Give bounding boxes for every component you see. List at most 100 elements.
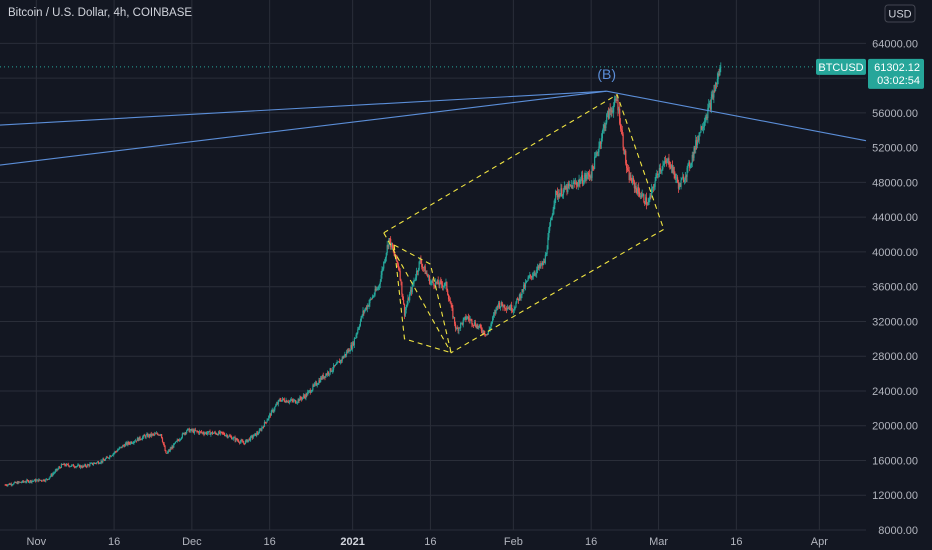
candle-body xyxy=(661,169,663,170)
y-tick-label: 44000.00 xyxy=(872,212,918,224)
candle-body xyxy=(421,263,423,268)
candle-body xyxy=(14,481,17,483)
candle-body xyxy=(349,350,351,352)
candle-body xyxy=(687,164,689,168)
candle-body xyxy=(199,431,201,434)
candle-body xyxy=(148,434,151,437)
candle-body xyxy=(511,305,513,311)
candle-body xyxy=(154,433,157,435)
candle-body xyxy=(423,266,425,269)
candle-body xyxy=(711,94,713,97)
candle-body xyxy=(718,73,720,76)
candle-body xyxy=(377,286,380,289)
candle-body xyxy=(449,300,451,304)
candle-body xyxy=(264,421,266,423)
candle-body xyxy=(508,307,510,309)
candle-body xyxy=(17,481,19,484)
candle-body xyxy=(345,353,347,356)
candle-body xyxy=(517,298,519,300)
candle-body xyxy=(660,169,662,172)
candle-body xyxy=(249,438,251,441)
candle-body xyxy=(187,428,190,430)
candle-body xyxy=(247,439,249,443)
candle-body xyxy=(174,441,177,444)
candle-body xyxy=(544,254,546,263)
candle-body xyxy=(553,205,555,210)
candle-body xyxy=(84,464,86,467)
candle-body xyxy=(524,282,527,288)
candle-body xyxy=(15,482,18,484)
candle-body xyxy=(65,465,67,467)
candle-body xyxy=(254,433,256,435)
candle-body xyxy=(252,436,254,438)
candle-body xyxy=(670,166,672,169)
candle-body xyxy=(585,174,587,179)
candle-body xyxy=(224,434,226,436)
candle-body xyxy=(550,217,553,221)
candle-body xyxy=(205,432,208,435)
candle-body xyxy=(225,435,228,436)
dashed-channel xyxy=(382,93,665,354)
candle-body xyxy=(315,382,317,386)
candle-body xyxy=(77,464,79,467)
candle-body xyxy=(631,180,633,183)
candle-body xyxy=(493,312,495,316)
candle-body xyxy=(369,299,371,304)
candle-body xyxy=(33,479,36,481)
candle-body xyxy=(342,357,344,359)
candle-body xyxy=(125,442,127,444)
candle-body xyxy=(527,277,529,281)
candle-body xyxy=(422,267,424,268)
candle-body xyxy=(58,467,60,469)
candle-body xyxy=(367,305,369,307)
candle-body xyxy=(422,267,425,269)
candle-body xyxy=(525,281,527,283)
candle-body xyxy=(617,99,619,111)
candle-body xyxy=(587,172,590,175)
candle-body xyxy=(675,177,677,179)
candle-body xyxy=(138,436,140,441)
candle-body xyxy=(526,280,528,282)
candle-body xyxy=(441,281,443,285)
candle-body xyxy=(121,446,123,448)
candle-body xyxy=(506,308,508,310)
candle-body xyxy=(339,361,341,364)
candle-body xyxy=(147,434,149,437)
candle-body xyxy=(504,308,507,310)
candle-body xyxy=(414,279,416,281)
candle-body xyxy=(172,446,174,448)
candle-body xyxy=(432,280,434,283)
candle-body xyxy=(669,164,671,167)
candle-body xyxy=(641,194,643,197)
candle-body xyxy=(8,483,10,485)
candle-body xyxy=(494,312,496,314)
candles xyxy=(4,62,722,487)
candle-body xyxy=(433,282,435,286)
candle-body xyxy=(11,484,13,486)
candle-body xyxy=(228,435,230,437)
candle-body xyxy=(141,439,143,440)
candle-body xyxy=(714,90,716,92)
candle-body xyxy=(118,447,120,450)
candle-body xyxy=(396,255,398,262)
candle-body xyxy=(260,429,262,431)
candle-body xyxy=(417,269,419,272)
candle-body xyxy=(323,376,325,379)
currency-button[interactable]: USD xyxy=(884,4,916,23)
candle-body xyxy=(455,328,457,329)
candle-body xyxy=(413,280,415,284)
candle-body xyxy=(239,441,241,443)
candle-body xyxy=(668,158,670,165)
candle-body xyxy=(403,303,406,316)
candle-body xyxy=(436,279,438,283)
candle-body xyxy=(335,364,337,366)
candle-body xyxy=(504,304,506,309)
candle-body xyxy=(157,434,159,436)
candle-body xyxy=(523,284,525,292)
candle-body xyxy=(561,188,563,197)
candle-body xyxy=(316,384,318,386)
drawings[interactable] xyxy=(0,66,867,354)
candle-body xyxy=(308,390,311,392)
x-tick-label: 2021 xyxy=(340,536,364,548)
